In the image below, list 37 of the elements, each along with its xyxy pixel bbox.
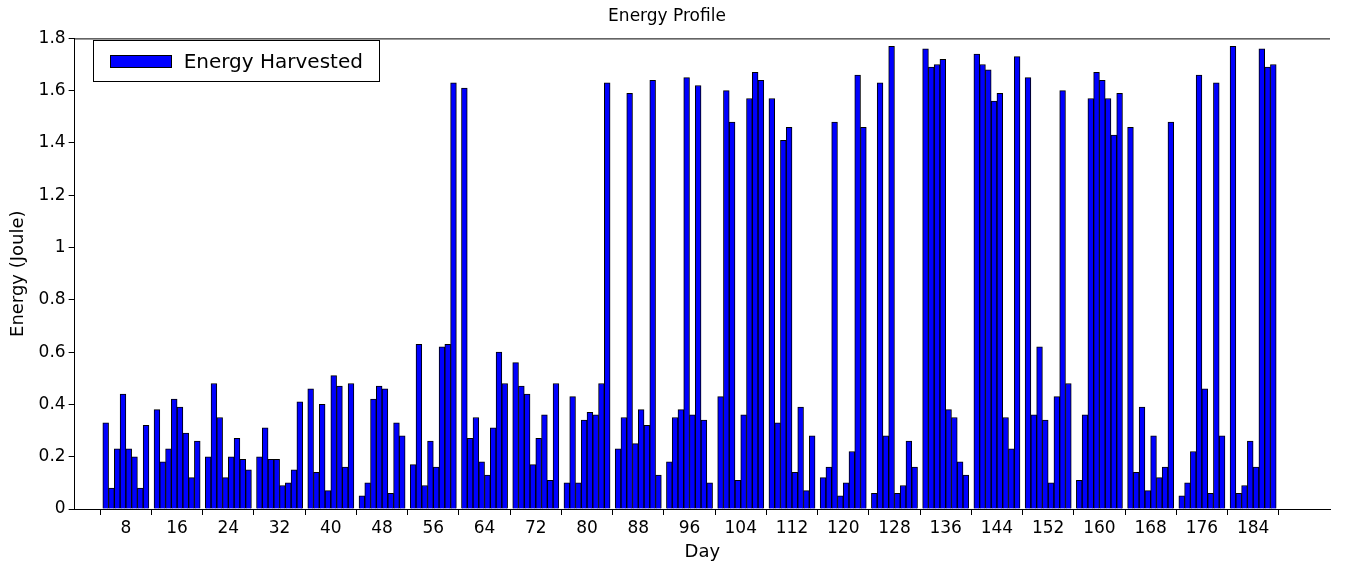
x-tick-label: 144 <box>980 516 1014 537</box>
y-tick-label: 1 <box>54 235 66 256</box>
y-tick-label: 0 <box>54 497 66 518</box>
x-tick-label: 104 <box>724 516 757 537</box>
x-tick-label: 24 <box>217 516 240 537</box>
y-tick-label: 0.4 <box>38 392 66 413</box>
y-axis-title: Energy (Joule) <box>6 210 28 337</box>
x-tick-label: 80 <box>576 516 598 537</box>
x-tick-label: 96 <box>678 516 701 537</box>
x-tick-label: 8 <box>120 516 132 537</box>
x-tick-label: 184 <box>1236 516 1270 537</box>
x-tick-label: 64 <box>473 516 496 537</box>
legend-label: Energy Harvested <box>183 49 363 74</box>
y-tick-label: 1.4 <box>38 131 66 152</box>
x-tick-label: 112 <box>775 516 809 537</box>
x-tick-label: 176 <box>1185 516 1219 537</box>
y-tick-label: 1.6 <box>38 79 66 100</box>
x-tick-label: 136 <box>929 516 962 537</box>
x-tick-label: 56 <box>422 516 445 537</box>
y-tick-label: 1.8 <box>38 26 66 47</box>
y-tick-label: 0.6 <box>38 340 66 361</box>
x-tick-label: 160 <box>1083 516 1116 537</box>
x-tick-label: 32 <box>268 516 291 537</box>
chart-title: Energy Profile <box>608 4 726 25</box>
x-axis-title: Day <box>684 539 721 561</box>
y-tick-label: 0.2 <box>38 445 66 466</box>
y-tick-label: 1.2 <box>38 183 66 204</box>
x-tick-label: 88 <box>627 516 650 537</box>
y-tick-label: 0.8 <box>38 288 66 309</box>
x-tick-label: 168 <box>1134 516 1167 537</box>
x-tick-label: 152 <box>1031 516 1065 537</box>
x-tick-label: 16 <box>166 516 188 537</box>
x-tick-label: 72 <box>524 516 547 537</box>
x-tick-label: 128 <box>878 516 911 537</box>
x-tick-label: 120 <box>827 516 860 537</box>
x-tick-label: 48 <box>371 516 393 537</box>
x-tick-label: 40 <box>320 516 342 537</box>
